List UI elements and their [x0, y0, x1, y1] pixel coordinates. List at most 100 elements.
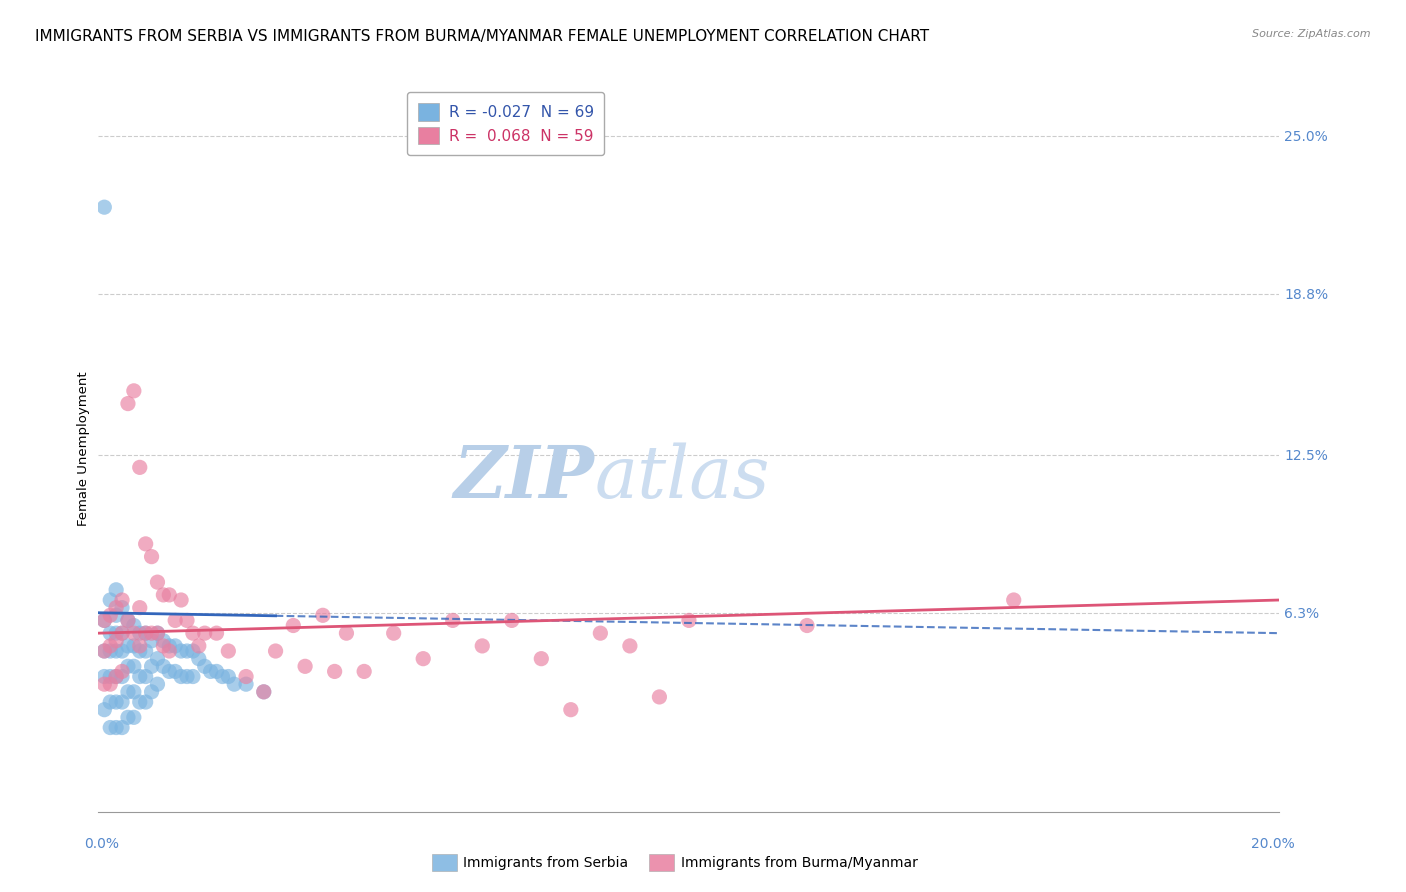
Point [128, 460, 150, 475]
Point [412, 651, 434, 665]
Text: 0.0%: 0.0% [84, 837, 118, 851]
Point [105, 600, 128, 615]
Point [382, 626, 405, 640]
Point [323, 665, 346, 679]
Point [211, 669, 233, 683]
Point [98, 677, 121, 691]
Text: Source: ZipAtlas.com: Source: ZipAtlas.com [1253, 29, 1371, 38]
Point [93, 614, 115, 628]
Point [146, 575, 169, 590]
Point [135, 644, 157, 658]
Point [111, 669, 134, 683]
Point [135, 695, 157, 709]
Point [117, 685, 139, 699]
Point [98, 669, 121, 683]
Point [122, 384, 145, 398]
Point [157, 588, 180, 602]
Point [253, 685, 276, 699]
Point [235, 677, 257, 691]
Point [217, 644, 239, 658]
Point [135, 537, 157, 551]
Point [501, 614, 523, 628]
Point [93, 677, 115, 691]
Point [98, 639, 121, 653]
Point [141, 685, 163, 699]
Point [1002, 593, 1025, 607]
Point [93, 669, 115, 683]
Point [157, 639, 180, 653]
Point [105, 644, 128, 658]
Point [135, 669, 157, 683]
Point [93, 614, 115, 628]
Point [165, 665, 187, 679]
Point [530, 651, 553, 665]
Point [200, 665, 222, 679]
Point [165, 614, 187, 628]
Point [146, 677, 169, 691]
Point [128, 644, 150, 658]
Point [152, 633, 174, 648]
Point [312, 608, 335, 623]
Point [283, 618, 305, 632]
Point [157, 665, 180, 679]
Point [93, 703, 115, 717]
Point [181, 669, 204, 683]
Point [135, 626, 157, 640]
Point [205, 665, 228, 679]
Point [98, 721, 121, 735]
Point [117, 614, 139, 628]
Point [111, 600, 134, 615]
Point [105, 669, 128, 683]
Point [117, 396, 139, 410]
Point [441, 614, 464, 628]
Point [98, 626, 121, 640]
Point [217, 669, 239, 683]
Point [98, 593, 121, 607]
Point [98, 695, 121, 709]
Point [146, 651, 169, 665]
Point [141, 633, 163, 648]
Point [105, 608, 128, 623]
Point [122, 710, 145, 724]
Point [176, 669, 198, 683]
Legend: R = -0.027  N = 69, R =  0.068  N = 59: R = -0.027 N = 69, R = 0.068 N = 59 [408, 93, 605, 155]
Point [224, 677, 246, 691]
Point [122, 618, 145, 632]
Point [105, 582, 128, 597]
Point [111, 721, 134, 735]
Point [152, 659, 174, 673]
Point [335, 626, 357, 640]
Point [117, 639, 139, 653]
Point [122, 626, 145, 640]
Point [264, 644, 287, 658]
Text: atlas: atlas [595, 442, 770, 513]
Point [141, 626, 163, 640]
Text: 20.0%: 20.0% [1250, 837, 1295, 851]
Point [117, 614, 139, 628]
Text: IMMIGRANTS FROM SERBIA VS IMMIGRANTS FROM BURMA/MYANMAR FEMALE UNEMPLOYMENT CORR: IMMIGRANTS FROM SERBIA VS IMMIGRANTS FRO… [35, 29, 929, 44]
Legend: Immigrants from Serbia, Immigrants from Burma/Myanmar: Immigrants from Serbia, Immigrants from … [426, 848, 924, 876]
Point [128, 669, 150, 683]
Point [111, 593, 134, 607]
Point [128, 695, 150, 709]
Point [170, 644, 193, 658]
Point [471, 639, 494, 653]
Point [105, 721, 128, 735]
Point [678, 614, 700, 628]
Point [187, 639, 209, 653]
Point [619, 639, 641, 653]
Point [111, 644, 134, 658]
Point [128, 600, 150, 615]
Point [146, 626, 169, 640]
Point [253, 685, 276, 699]
Point [122, 685, 145, 699]
Point [98, 644, 121, 658]
Point [122, 659, 145, 673]
Point [141, 549, 163, 564]
Point [181, 626, 204, 640]
Point [141, 659, 163, 673]
Point [205, 626, 228, 640]
Point [176, 644, 198, 658]
Point [117, 659, 139, 673]
Point [128, 626, 150, 640]
